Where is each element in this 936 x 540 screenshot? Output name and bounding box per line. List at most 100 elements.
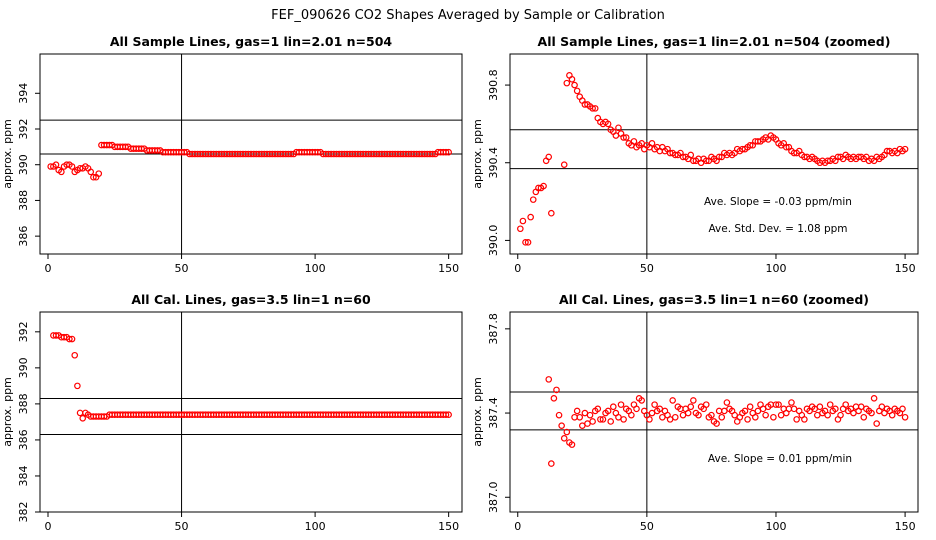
- data-point: [591, 105, 599, 112]
- y-tick-label: 386: [17, 429, 30, 450]
- data-point: [550, 395, 558, 402]
- y-tick-label: 384: [17, 465, 30, 486]
- data-point: [842, 401, 849, 408]
- data-point: [74, 382, 81, 390]
- data-point: [860, 413, 868, 421]
- data-point: [870, 395, 878, 402]
- data-point: [788, 399, 795, 406]
- data-point: [576, 413, 584, 421]
- panels: All Sample Lines, gas=1 lin=2.01 n=504 0 5…: [1, 34, 919, 533]
- data-point: [770, 413, 777, 421]
- data-point: [702, 401, 710, 408]
- plot-frame: [39, 311, 463, 513]
- panel-title: All Sample Lines, gas=1 lin=2.01 n=504 (…: [538, 34, 891, 49]
- y-tick-label: 392: [17, 119, 30, 140]
- x-tick-label: 100: [305, 520, 326, 533]
- data-point: [560, 161, 568, 168]
- data-point: [607, 418, 615, 425]
- data-point: [555, 411, 563, 419]
- data-point: [832, 405, 839, 413]
- stat-annotation: Ave. Slope = 0.01 ppm/min: [708, 453, 852, 465]
- panel-p3: All Cal. Lines, gas=3.5 lin=1 n=60 0 50 100…: [1, 292, 463, 533]
- data-point: [52, 161, 60, 169]
- data-point: [690, 397, 697, 404]
- plot-frame: [509, 311, 919, 513]
- y-tick-label: 382: [17, 502, 30, 523]
- data-point: [445, 411, 452, 419]
- data-point: [87, 168, 95, 176]
- data-point: [571, 81, 578, 89]
- panel-title: All Sample Lines, gas=1 lin=2.01 n=504: [110, 34, 393, 49]
- data-point: [793, 416, 800, 423]
- x-tick-label: 0: [45, 520, 52, 533]
- y-tick-label: 386: [17, 226, 30, 247]
- stat-annotation: Ave. Slope = -0.03 ppm/min: [704, 196, 852, 208]
- data-point: [638, 397, 645, 404]
- data-point: [609, 403, 617, 411]
- data-point: [746, 403, 754, 411]
- data-point: [560, 435, 568, 442]
- y-axis-label: approx. ppm: [1, 377, 14, 447]
- x-tick-label: 150: [895, 262, 916, 275]
- data-point: [723, 399, 731, 406]
- data-point: [899, 405, 906, 413]
- x-tick-label: 100: [305, 262, 326, 275]
- panel-p1: All Sample Lines, gas=1 lin=2.01 n=504 0 5…: [1, 34, 463, 275]
- y-tick-label: 387.4: [487, 397, 500, 429]
- y-tick-label: 392: [17, 321, 30, 342]
- data-point: [58, 168, 65, 176]
- data-point: [589, 418, 596, 425]
- data-point: [573, 87, 581, 95]
- x-tick-label: 50: [175, 520, 189, 533]
- y-tick-label: 390.8: [487, 69, 500, 101]
- x-tick-label: 0: [514, 520, 521, 533]
- main-title: FEF_090626 CO2 Shapes Averaged by Sample…: [271, 8, 665, 23]
- plot-frame: [509, 53, 919, 255]
- data-point: [715, 153, 723, 161]
- data-point: [586, 411, 594, 419]
- data-point: [545, 153, 553, 161]
- data-point: [442, 411, 450, 419]
- data-point: [604, 407, 612, 415]
- data-point: [79, 415, 87, 422]
- data-point: [442, 148, 450, 156]
- data-point: [71, 351, 79, 359]
- data-point: [548, 209, 555, 217]
- data-point: [445, 148, 452, 156]
- x-tick-label: 150: [438, 520, 459, 533]
- y-tick-label: 390.4: [487, 147, 500, 179]
- data-point: [718, 413, 726, 421]
- data-point: [837, 411, 844, 419]
- data-point: [589, 105, 596, 112]
- data-point: [901, 413, 909, 421]
- data-point: [744, 416, 751, 423]
- data-point: [648, 140, 656, 147]
- data-point: [548, 460, 555, 467]
- panel-p2: All Sample Lines, gas=1 lin=2.01 n=504 (…: [471, 34, 919, 275]
- y-tick-label: 390: [17, 357, 30, 378]
- data-point: [568, 441, 576, 448]
- panel-title: All Cal. Lines, gas=3.5 lin=1 n=60 (zoom…: [559, 292, 869, 307]
- y-tick-label: 387.8: [487, 313, 500, 345]
- data-point: [620, 134, 627, 141]
- data-point: [713, 420, 720, 427]
- x-tick-label: 50: [640, 520, 654, 533]
- data-point: [752, 413, 759, 421]
- data-point: [801, 416, 808, 423]
- data-point: [826, 401, 834, 408]
- y-axis-label: approx. ppm: [471, 119, 484, 189]
- data-point: [687, 403, 695, 411]
- y-tick-label: 390: [17, 154, 30, 175]
- data-point: [775, 401, 782, 408]
- data-point: [68, 163, 76, 170]
- data-point: [651, 401, 658, 408]
- y-tick-label: 390.0: [487, 225, 500, 257]
- data-point: [684, 409, 692, 417]
- data-point: [873, 420, 880, 427]
- data-point: [553, 386, 560, 394]
- data-point: [772, 401, 780, 408]
- data-point: [563, 428, 571, 436]
- x-tick-label: 150: [438, 262, 459, 275]
